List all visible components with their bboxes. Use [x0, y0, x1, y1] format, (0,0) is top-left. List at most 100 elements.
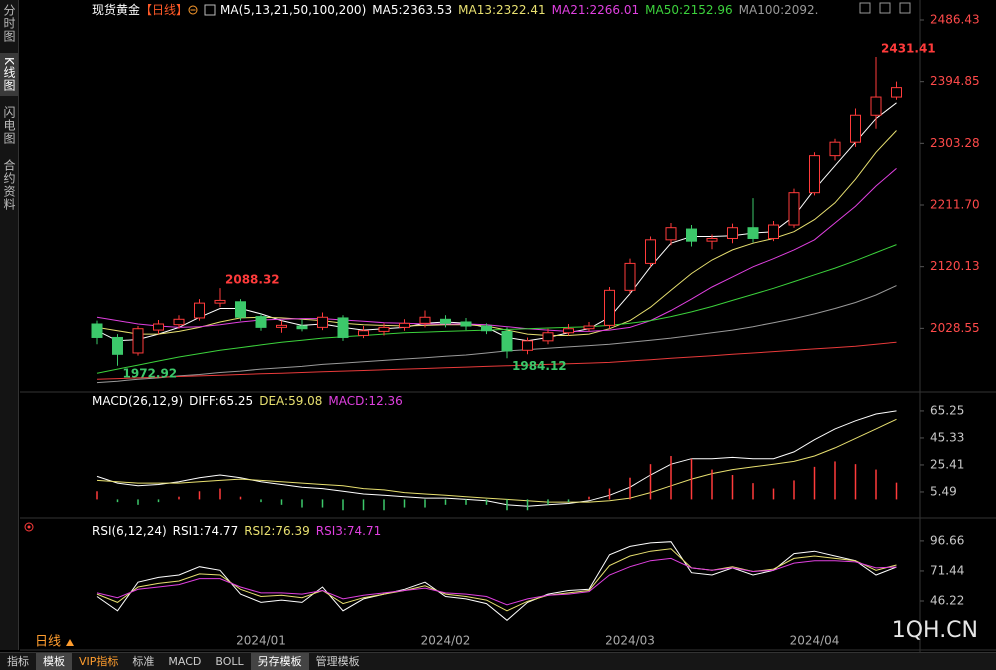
y-tick-label: 71.44 — [930, 563, 964, 577]
chart-area: 日线 1QH.CN 2028.55 2120.13 2211.70 2303.28 23… — [20, 0, 996, 652]
toolbar-tab[interactable]: 标准 — [132, 655, 155, 668]
candle-body — [378, 326, 390, 332]
candle-body — [809, 155, 820, 194]
candle-body — [829, 141, 841, 157]
toolbar-tab[interactable]: 模板 — [36, 653, 72, 670]
panel-header: MACD(26,12,9) DIFF:65.25 DEA:59.08 MACD:12.… — [92, 394, 403, 408]
y-tick-label: 2303.28 — [930, 136, 980, 150]
indicator-label: MA(5,13,21,50,100,200) — [220, 3, 366, 17]
legend-entry: RSI2:76.39 — [244, 524, 310, 538]
candle-body — [870, 96, 882, 116]
price-annotation: 2088.32 — [225, 273, 280, 287]
y-tick-label: 25.41 — [930, 457, 964, 471]
toolbar-tab[interactable]: MACD — [168, 655, 202, 668]
candle-body — [337, 317, 349, 338]
candle-body — [255, 316, 267, 328]
sidebar-tab[interactable]: 分时图 — [2, 4, 16, 43]
toolbar-tab[interactable]: 指标 — [7, 655, 29, 668]
candle-body — [235, 301, 246, 318]
y-tick-label: 5.49 — [930, 484, 957, 498]
candle-body — [706, 237, 718, 242]
y-tick-label: 2028.55 — [930, 321, 980, 335]
candle-body — [481, 325, 492, 332]
sidebar-tab[interactable]: 闪电图 — [2, 105, 16, 145]
candle-body — [399, 322, 410, 328]
ma-header: MA(5,13,21,50,100,200) MA5:2363.53 MA13:23… — [220, 3, 819, 17]
sidebar-tab[interactable]: 合约资料 — [2, 158, 16, 211]
candle-body — [440, 318, 451, 324]
indicator-line — [96, 341, 897, 380]
legend-entry: DEA:59.08 — [259, 394, 322, 408]
legend-entry: MACD:12.36 — [328, 394, 402, 408]
period-label: 【日线】 — [140, 3, 188, 17]
window-icon[interactable] — [899, 2, 911, 14]
legend-entry: MA100:2092. — [739, 3, 819, 17]
indicator-icon — [27, 525, 31, 529]
y-tick-label: 2211.70 — [930, 198, 980, 212]
candle-body — [132, 328, 144, 354]
collapse-icon[interactable] — [188, 5, 198, 15]
period-button[interactable]: 日线 — [35, 635, 61, 650]
indicator-line — [96, 244, 897, 374]
candle-body — [563, 328, 574, 334]
watermark: 1QH.CN — [892, 618, 978, 643]
panel-header: 现货黄金【日线】 — [92, 2, 188, 17]
legend-entry: MA50:2152.96 — [645, 3, 733, 17]
legend-entry: DIFF:65.25 — [189, 394, 253, 408]
legend-entry: RSI3:74.71 — [316, 524, 382, 538]
price-annotation: 2431.41 — [881, 42, 936, 56]
period-arrow[interactable] — [66, 639, 74, 646]
price-annotation: 1972.92 — [123, 366, 178, 380]
indicator-line — [96, 168, 897, 332]
panel-title: MACD(26,12,9) — [92, 394, 183, 408]
candle-body — [173, 318, 185, 326]
candle-body — [317, 316, 328, 328]
candle-body — [276, 324, 287, 328]
legend-entry: MA13:2322.41 — [458, 3, 546, 17]
candle-body — [522, 340, 533, 351]
candle-body — [112, 336, 123, 355]
panel-title: RSI(6,12,24) — [92, 524, 167, 538]
panel-title: 现货黄金 — [92, 2, 140, 17]
window-icon[interactable] — [879, 2, 891, 14]
candle-body — [645, 239, 656, 264]
candle-body — [665, 227, 677, 241]
candle-body — [727, 227, 738, 239]
candle-body — [686, 228, 697, 242]
toolbar-tab[interactable]: 管理模板 — [315, 655, 360, 668]
indicator-line — [96, 285, 897, 384]
legend-entry: MA21:2266.01 — [552, 3, 640, 17]
candle-body — [153, 323, 164, 331]
toolbar-tab[interactable]: BOLL — [215, 655, 244, 668]
y-tick-label: 2120.13 — [930, 259, 980, 273]
toolbar: 指标 模板 VIP指标 标准 MACD BOLL 另存模板 管理模板 — [0, 652, 996, 670]
candle-body — [768, 224, 779, 239]
candle-body — [788, 192, 800, 226]
indicator-line — [96, 130, 897, 336]
y-tick-label: 46.22 — [930, 593, 964, 607]
indicator-icon[interactable] — [24, 522, 34, 532]
candle-body — [296, 325, 308, 330]
legend-entry: MA5:2363.53 — [372, 3, 452, 17]
sidebar: 分时图 K线图闪电图合约资料 — [0, 0, 19, 650]
y-tick-label: 96.66 — [930, 533, 964, 547]
indicator-line — [96, 102, 897, 342]
settings-icon[interactable] — [204, 4, 216, 16]
candle-body — [501, 330, 513, 352]
window-icon[interactable] — [859, 2, 871, 14]
sidebar-tab[interactable]: K线图 — [0, 53, 18, 96]
price-annotation: 1984.12 — [512, 359, 567, 373]
toolbar-tab[interactable]: VIP指标 — [79, 655, 119, 668]
candle-body — [358, 330, 369, 336]
candle-body — [194, 302, 205, 319]
legend-entry: RSI1:74.77 — [173, 524, 239, 538]
candle-body — [583, 325, 595, 330]
candle-body — [460, 321, 472, 327]
y-tick-label: 2394.85 — [930, 74, 980, 88]
candle-body — [214, 299, 226, 304]
x-tick-label: 2024/04 — [790, 634, 840, 648]
candle-body — [891, 87, 902, 98]
y-tick-label: 2486.43 — [930, 13, 980, 27]
toolbar-tab[interactable]: 另存模板 — [250, 653, 309, 670]
